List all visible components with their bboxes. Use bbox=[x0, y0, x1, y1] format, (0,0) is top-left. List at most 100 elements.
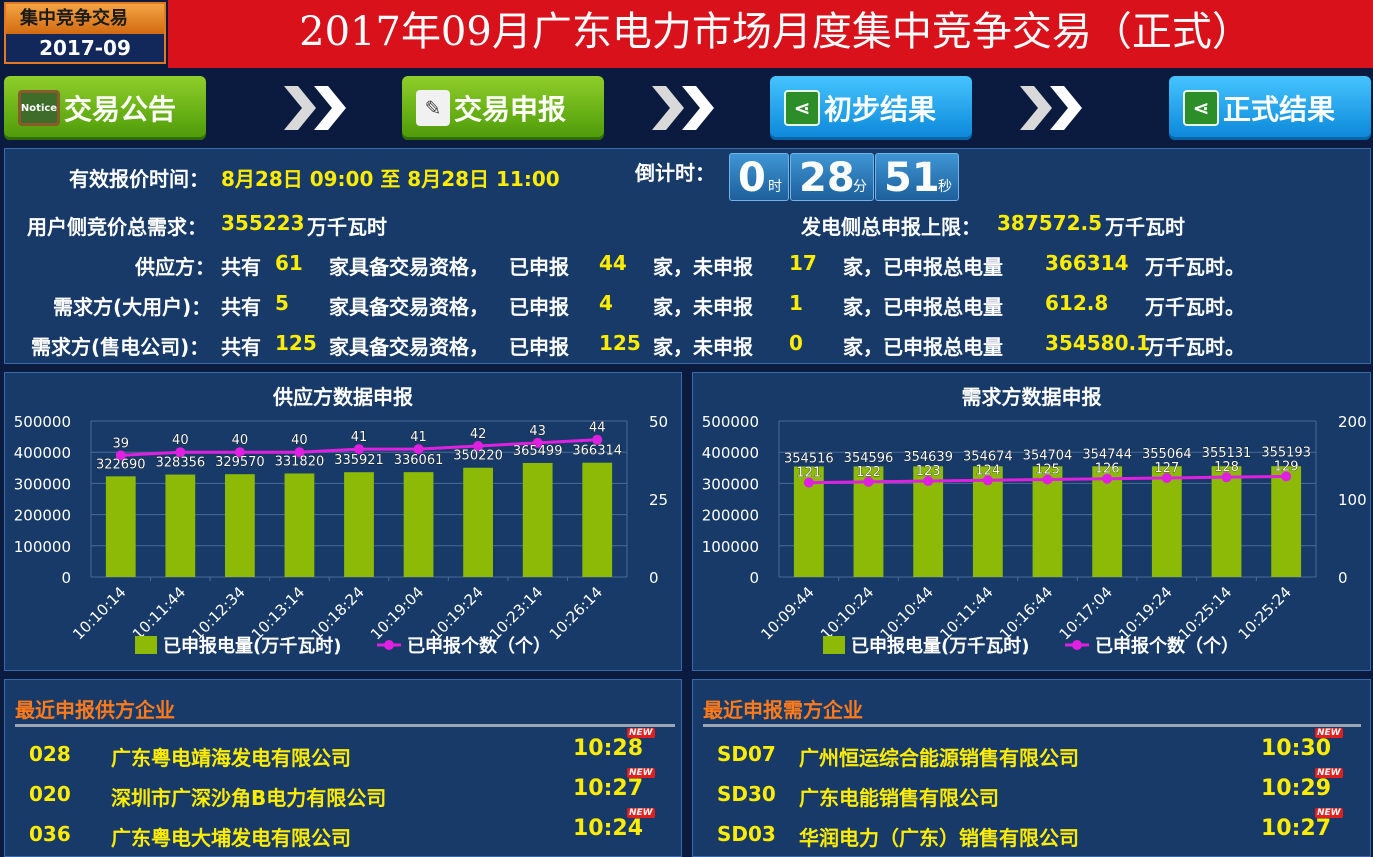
step-trade-notice-button[interactable]: Notice 交易公告 bbox=[4, 76, 206, 140]
demand-chart: 5000004000003000002000001000000200100010… bbox=[702, 413, 1367, 657]
list-item[interactable]: 036 广东粤电大埔发电有限公司 10:24 NEW bbox=[5, 808, 681, 852]
company-code: SD07 bbox=[717, 742, 776, 766]
company-code: 028 bbox=[29, 742, 71, 766]
list-item[interactable]: 028 广东粤电靖海发电有限公司 10:28 NEW bbox=[5, 728, 681, 772]
step-final-result-button[interactable]: ⋖ 正式结果 bbox=[1169, 76, 1371, 140]
line-data-label: 40 bbox=[172, 433, 189, 448]
step-trade-declare-button[interactable]: ✎ 交易申报 bbox=[402, 76, 604, 140]
undeclared-count: 1 bbox=[789, 291, 803, 315]
line-point bbox=[923, 476, 934, 487]
divider bbox=[703, 724, 1361, 727]
line-point bbox=[175, 447, 186, 458]
demand-chart-panel: 需求方数据申报 500000 400000 300000 200000 100000 0 2… bbox=[692, 372, 1371, 671]
line-data-label: 44 bbox=[589, 421, 606, 436]
bar-data-label: 365499 bbox=[513, 444, 563, 459]
x-tick-label: 10:25:24 bbox=[1235, 583, 1295, 643]
bar bbox=[463, 467, 493, 577]
x-tick-label: 10:17:04 bbox=[1056, 583, 1116, 643]
step-label: 交易申报 bbox=[454, 93, 567, 126]
company-code: SD30 bbox=[717, 782, 776, 806]
line-data-label: 129 bbox=[1274, 459, 1299, 474]
chevron-right-icon bbox=[284, 86, 346, 130]
countdown-seconds: 51 秒 bbox=[875, 153, 959, 201]
list-item[interactable]: SD03 华润电力（广东）销售有限公司 10:27 NEW bbox=[693, 808, 1370, 852]
y-tick-label: 200000 bbox=[702, 507, 759, 525]
step-preliminary-result-button[interactable]: ⋖ 初步结果 bbox=[770, 76, 972, 140]
line-point bbox=[803, 477, 814, 488]
line-point bbox=[1161, 472, 1172, 483]
line-point bbox=[473, 440, 484, 451]
list-title: 最近申报需方企业 bbox=[703, 698, 863, 722]
company-code: SD03 bbox=[717, 822, 776, 846]
bar bbox=[1211, 466, 1242, 577]
bar bbox=[105, 476, 136, 577]
recent-demand-panel: 最近申报需方企业 SD07 广州恒运综合能源销售有限公司 10:30 NEW SD30 广… bbox=[692, 679, 1371, 857]
bar-data-label: 355064 bbox=[1142, 447, 1192, 462]
x-tick-label: 10:10:14 bbox=[69, 583, 129, 643]
line-point bbox=[294, 447, 305, 458]
x-tick-label: 10:11:44 bbox=[129, 583, 189, 643]
x-tick-label: 10:18:24 bbox=[307, 583, 367, 643]
y-tick-label: 100000 bbox=[14, 538, 71, 556]
line-data-label: 41 bbox=[351, 430, 368, 445]
countdown-hours: 0 时 bbox=[729, 153, 789, 201]
retailer-row: 需求方(售电公司)： 共有 125 家具备交易资格， 已申报 125 家，未申报… bbox=[31, 331, 1245, 359]
supply-cap-value: 387572.5 bbox=[997, 211, 1103, 235]
line-data-label: 125 bbox=[1035, 463, 1060, 478]
bar-data-label: 355193 bbox=[1261, 445, 1311, 460]
list-item[interactable]: SD30 广东电能销售有限公司 10:29 NEW bbox=[693, 768, 1370, 812]
declared-amount: 354580.1 bbox=[1045, 331, 1151, 355]
x-tick-label: 10:19:24 bbox=[1115, 583, 1175, 643]
y-tick-label: 200000 bbox=[14, 507, 71, 525]
supply-chart-panel: 供应方数据申报 500000 400000 300000 200000 100000 0 5… bbox=[4, 372, 682, 671]
bar-data-label: 350220 bbox=[453, 449, 503, 464]
company-name: 广东电能销售有限公司 bbox=[799, 786, 999, 810]
y2-tick-label: 0 bbox=[649, 569, 659, 587]
y-tick-label: 500000 bbox=[14, 413, 71, 431]
legend-swatch-point bbox=[384, 640, 394, 650]
list-title: 最近申报供方企业 bbox=[15, 698, 175, 722]
valid-time-value: 8月28日 09:00 至 8月28日 11:00 bbox=[221, 167, 560, 191]
line-point bbox=[1281, 471, 1292, 482]
new-badge: NEW bbox=[627, 768, 655, 778]
legend-swatch-bar bbox=[135, 636, 157, 654]
bar bbox=[403, 472, 434, 577]
trade-summary-panel: 有效报价时间： 8月28日 09:00 至 8月28日 11:00 倒计时： 0… bbox=[4, 148, 1371, 364]
bar-data-label: 354674 bbox=[963, 449, 1013, 464]
share-icon: ⋖ bbox=[784, 90, 820, 126]
y-tick-label: 400000 bbox=[14, 444, 71, 462]
bar-data-label: 335921 bbox=[334, 453, 384, 468]
list-item[interactable]: SD07 广州恒运综合能源销售有限公司 10:30 NEW bbox=[693, 728, 1370, 772]
line-data-label: 40 bbox=[291, 433, 308, 448]
company-name: 深圳市广深沙角B电力有限公司 bbox=[111, 786, 387, 810]
legend-label: 已申报个数（个） bbox=[407, 635, 551, 657]
bar bbox=[225, 474, 255, 577]
y-tick-label: 100000 bbox=[702, 538, 759, 556]
company-code: 020 bbox=[29, 782, 71, 806]
legend-swatch-point bbox=[1072, 640, 1082, 650]
line-data-label: 127 bbox=[1154, 461, 1179, 476]
line-data-label: 42 bbox=[470, 427, 487, 442]
notice-board-icon: Notice bbox=[18, 90, 60, 126]
step-label: 正式结果 bbox=[1223, 93, 1336, 126]
bar-data-label: 366314 bbox=[572, 444, 622, 459]
line-data-label: 41 bbox=[410, 430, 427, 445]
declare-time: 10:27 bbox=[1261, 816, 1332, 841]
list-item[interactable]: 020 深圳市广深沙角B电力有限公司 10:27 NEW bbox=[5, 768, 681, 812]
qualified-count: 125 bbox=[275, 331, 317, 355]
page-title: 2017年09月广东电力市场月度集中竞争交易（正式） bbox=[299, 9, 1252, 55]
new-badge: NEW bbox=[627, 808, 655, 818]
share-icon: ⋖ bbox=[1183, 90, 1219, 126]
y-tick-label: 500000 bbox=[702, 413, 759, 431]
x-tick-label: 10:25:14 bbox=[1175, 583, 1235, 643]
line-data-label: 40 bbox=[232, 433, 249, 448]
y-tick-label: 0 bbox=[749, 569, 759, 587]
badge-period: 2017-09 bbox=[39, 36, 131, 60]
legend-label: 已申报电量(万千瓦时) bbox=[163, 635, 341, 657]
countdown-minutes: 28 分 bbox=[790, 153, 874, 201]
company-name: 广东粤电靖海发电有限公司 bbox=[111, 746, 351, 770]
declare-time: 10:30 bbox=[1261, 736, 1332, 761]
x-tick-label: 10:13:14 bbox=[248, 583, 308, 643]
legend-label: 已申报个数（个） bbox=[1095, 635, 1239, 657]
new-badge: NEW bbox=[1315, 808, 1343, 818]
